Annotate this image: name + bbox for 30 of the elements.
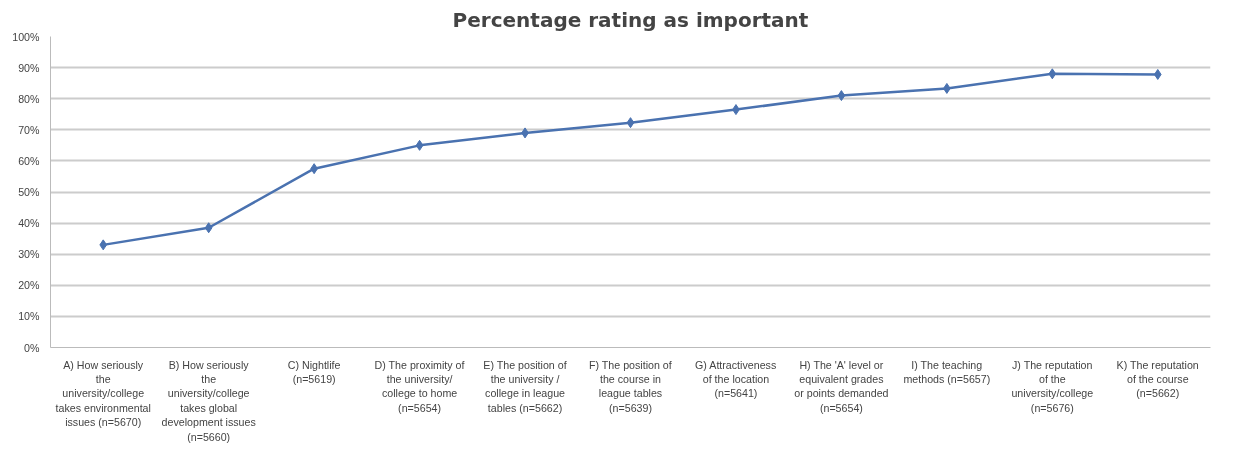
point [837,90,846,102]
y-tick-label: 30% [18,248,41,261]
point [204,222,213,234]
y-tick-label: 40% [18,217,41,230]
y-tick-label: 50% [18,186,41,198]
x-tick-label: H) The 'A' level or equivalent grades or points demanded (n=5654) [794,358,889,414]
x-tick-label: C) Nightlife (n=5619) [287,358,341,385]
x-tick-label: E) The position of the university / college in league tables (n=5662) [483,358,567,414]
point [99,239,108,251]
x-tick-label: J) The reputation of the university/college (n=5676) [1011,358,1094,414]
point [1153,68,1162,80]
y-tick-label: 90% [18,61,41,74]
x-tick-label: G) Attractiveness of the location (n=5641) [695,358,777,400]
x-tick-label: F) The position of the course in league tables (n=5639) [589,358,672,414]
chart-title: Percentage rating as important [452,7,809,32]
x-tick-label: I) The teaching methods (n=5657) [903,358,991,385]
x-tick-label: K) The reputation of the course (n=5662) [1116,358,1199,400]
point [415,139,424,151]
y-tick-label: 100% [12,30,41,43]
y-tick-label: 80% [18,92,41,105]
y-tick-label: 20% [18,279,41,292]
y-tick-label: 10% [18,310,41,323]
x-tick-label: A) How seriously the university/college takes environmental issues (n=5670) [55,358,151,429]
y-tick-label: 70% [18,123,41,136]
y-tick-label: 0% [24,341,41,354]
x-tick-label: B) How seriously the university/college takes global development issues (n=5660) [161,358,256,443]
point [1048,68,1057,80]
x-tick-label: D) The proximity of the university/ college to home (n=5654) [374,358,465,414]
y-tick-label: 60% [18,154,41,167]
point [626,117,635,129]
